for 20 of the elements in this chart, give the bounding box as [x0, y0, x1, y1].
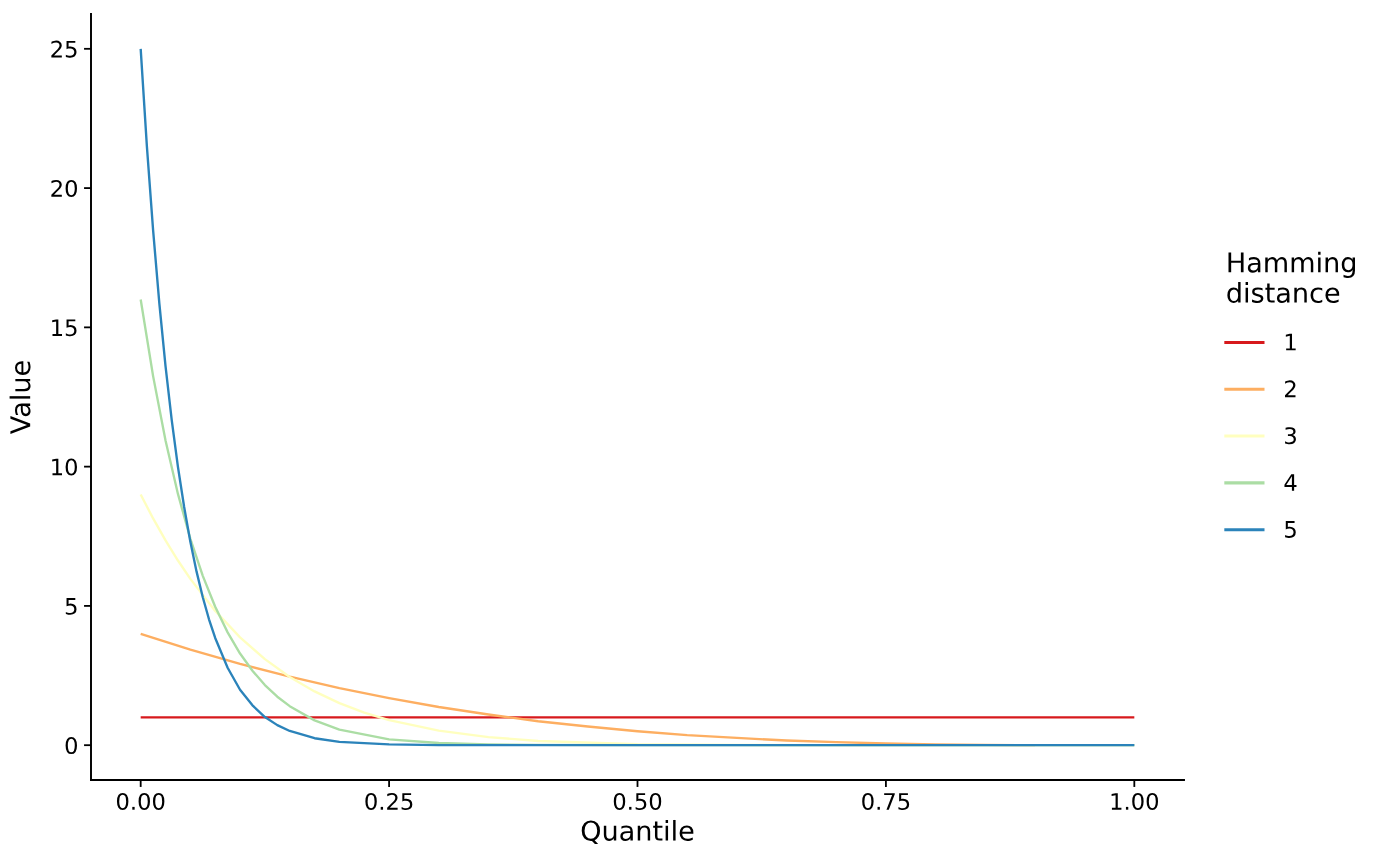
- x-tick-label: 0.25: [365, 792, 413, 811]
- y-tick-label: 20: [51, 179, 77, 198]
- x-axis-title: Quantile: [581, 819, 694, 845]
- y-tick-label: 25: [51, 40, 77, 58]
- legend-title: Hamming distance: [1227, 251, 1355, 303]
- y-tick-label: 10: [52, 458, 77, 476]
- legend-label: 2: [1285, 380, 1296, 398]
- x-tick-label: 0.75: [862, 792, 910, 811]
- y-tick-label: 15: [52, 319, 77, 337]
- x-tick-label: 1.00: [1111, 792, 1159, 811]
- line-series: [139, 47, 1136, 747]
- x-tick-label: 0.50: [613, 792, 662, 811]
- y-tick-label: 5: [65, 598, 77, 615]
- y-axis-title: Value: [9, 361, 31, 434]
- legend-label: 1: [1285, 333, 1296, 351]
- y-tick-label: 0: [65, 736, 77, 755]
- x-tick-label: 0.00: [116, 792, 165, 811]
- legend-label: 4: [1284, 474, 1297, 491]
- legend-label: 5: [1285, 521, 1296, 538]
- legend-label: 3: [1285, 427, 1296, 445]
